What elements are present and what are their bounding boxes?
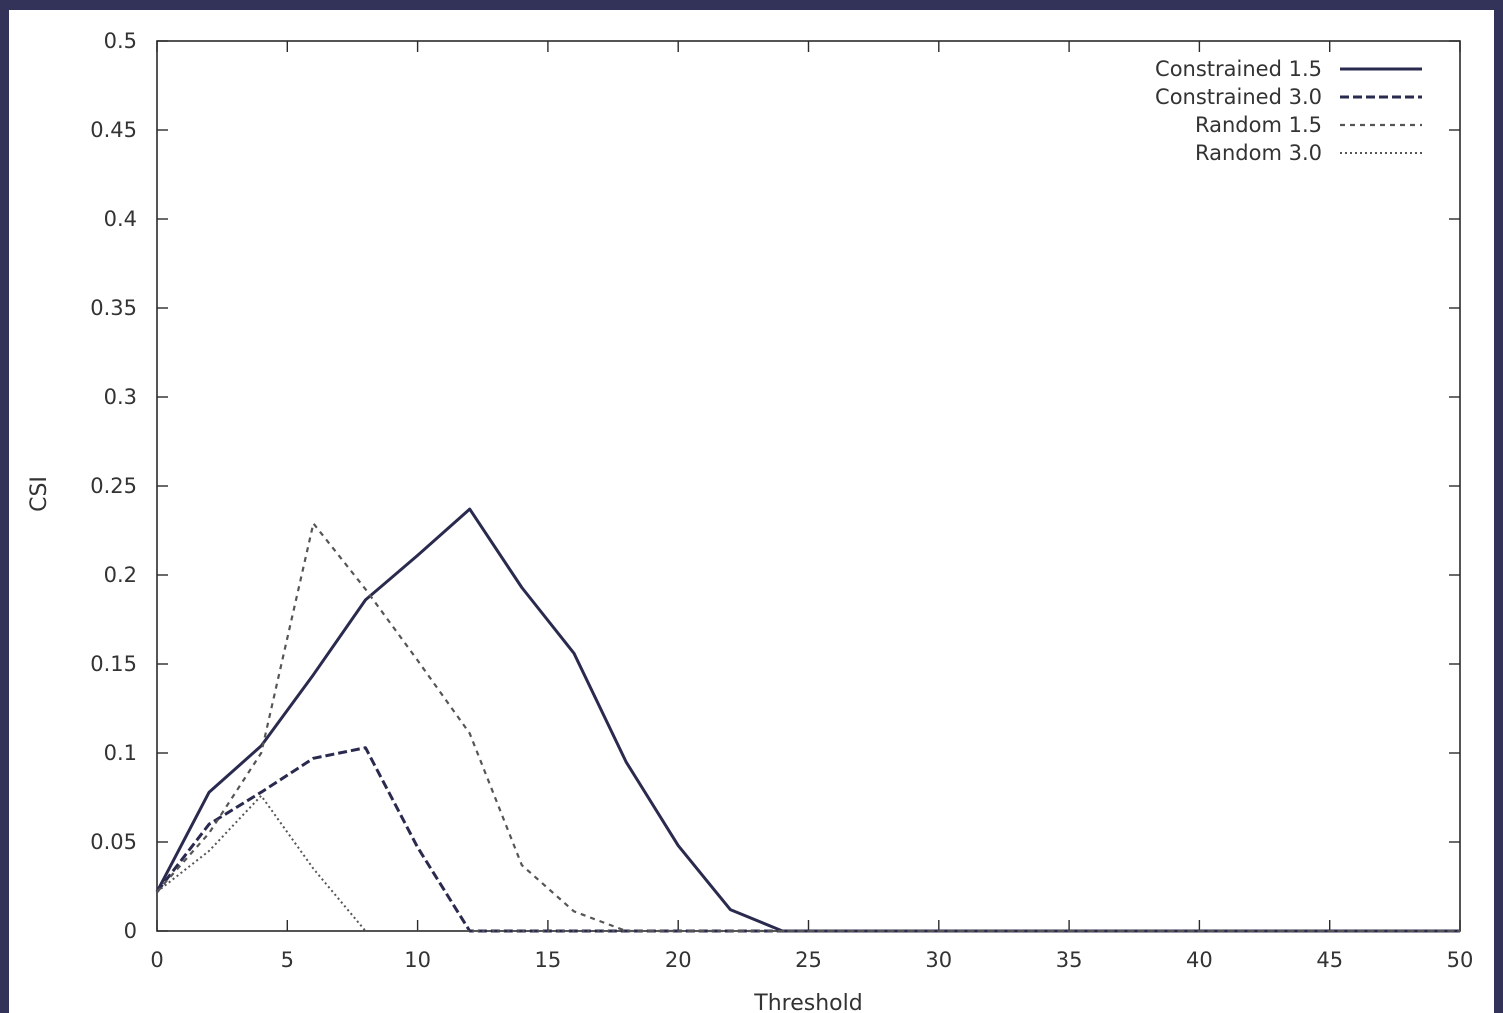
y-tick-label: 0.5 [104, 29, 137, 53]
x-tick-label: 25 [795, 948, 822, 972]
x-tick-label: 40 [1186, 948, 1213, 972]
y-axis-title: CSI [27, 476, 52, 512]
axis-ticks [156, 40, 1461, 932]
x-tick-label: 0 [150, 948, 163, 972]
legend-label: Random 1.5 [1195, 113, 1322, 137]
x-tick-label: 50 [1447, 948, 1474, 972]
y-tick-label: 0.4 [104, 207, 137, 231]
line-chart: 0 5 10 15 20 25 30 35 40 45 50 0 0.05 0.1 0.15 0.2 0.25 0… [27, 29, 1473, 1013]
series-line-2 [155, 746, 1460, 933]
y-tick-label: 0.25 [90, 474, 137, 498]
x-tick-label: 5 [281, 948, 294, 972]
x-tick-label: 30 [925, 948, 952, 972]
legend-label: Random 3.0 [1195, 141, 1322, 165]
x-tick-label: 45 [1316, 948, 1343, 972]
x-tick-label: 35 [1056, 948, 1083, 972]
y-tick-label: 0.3 [104, 385, 137, 409]
y-tick-label: 0.1 [104, 741, 137, 765]
series-lines [155, 507, 1460, 933]
y-tick-label: 0.2 [104, 563, 137, 587]
x-tick-label: 15 [535, 948, 562, 972]
y-tick-label: 0.15 [90, 652, 137, 676]
legend-label: Constrained 1.5 [1155, 57, 1322, 81]
legend-label: Constrained 3.0 [1155, 85, 1322, 109]
x-tick-label: 20 [665, 948, 692, 972]
chart-frame: 0 5 10 15 20 25 30 35 40 45 50 0 0.05 0.1 0.15 0.2 0.25 0… [9, 10, 1494, 1013]
y-tick-label: 0.05 [90, 830, 137, 854]
plot-area [156, 40, 1461, 932]
y-tick-label: 0 [124, 919, 137, 943]
x-tick-label: 10 [404, 948, 431, 972]
series-line-4 [156, 794, 1460, 932]
axis-tick-labels: 0 5 10 15 20 25 30 35 40 45 50 0 0.05 0.1 0.15 0.2 0.25 0… [90, 29, 1473, 972]
y-tick-label: 0.35 [90, 296, 137, 320]
legend: Constrained 1.5 Constrained 3.0 Random 1.5… [1155, 57, 1422, 165]
series-line-3 [156, 522, 1460, 933]
x-axis-title: Threshold [753, 991, 862, 1013]
y-tick-label: 0.45 [90, 118, 137, 142]
